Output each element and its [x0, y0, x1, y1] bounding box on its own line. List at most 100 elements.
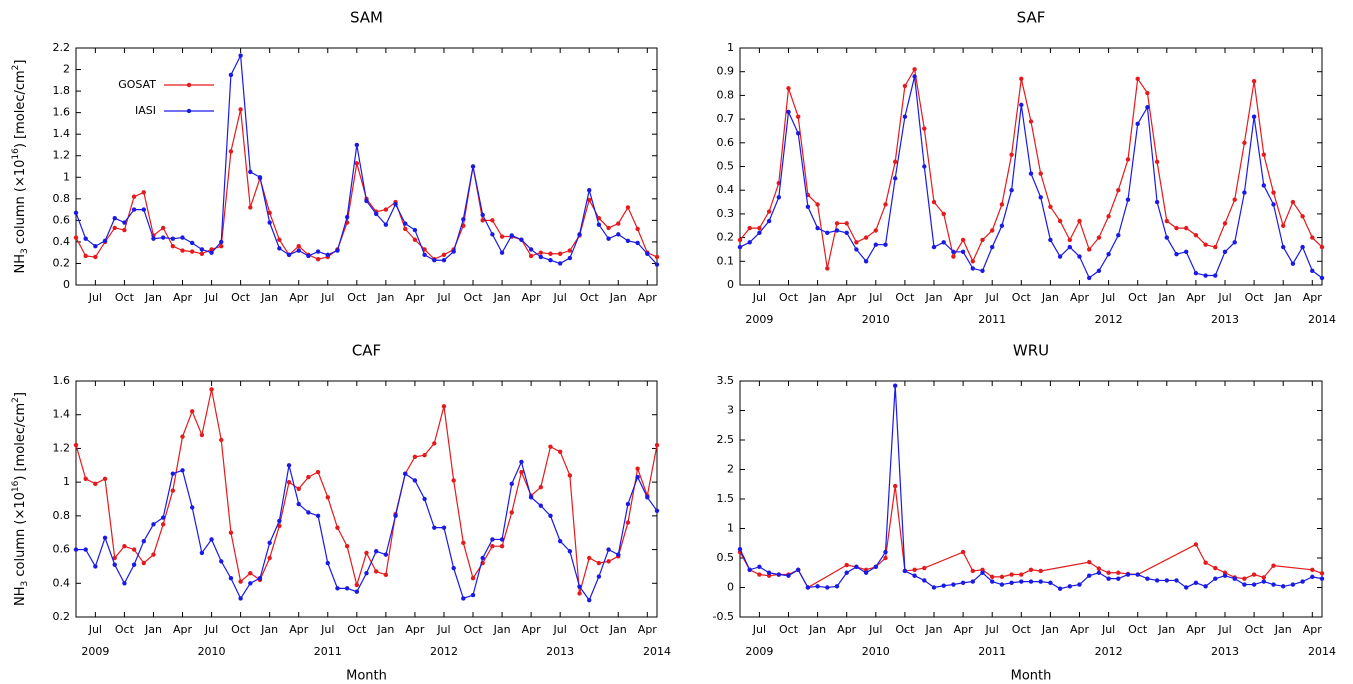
- data-point: [931, 244, 937, 250]
- data-point: [248, 169, 253, 175]
- data-point: [1310, 268, 1315, 273]
- data-point: [509, 481, 514, 487]
- data-point: [786, 573, 791, 578]
- data-point: [766, 570, 772, 575]
- data-point: [306, 474, 311, 480]
- data-point: [1261, 575, 1267, 580]
- plot-frame: [75, 47, 658, 286]
- data-point: [538, 250, 543, 255]
- data-point: [267, 540, 272, 546]
- x-tick-label: Jan: [925, 291, 943, 304]
- data-point: [1019, 102, 1024, 108]
- data-point: [1038, 579, 1043, 584]
- data-point: [567, 473, 573, 478]
- x-tick-label: Apr: [289, 623, 309, 636]
- data-point: [499, 250, 505, 255]
- data-point: [815, 202, 820, 207]
- data-point: [335, 586, 340, 591]
- data-point: [1087, 275, 1092, 281]
- data-point: [844, 221, 849, 226]
- data-point: [1184, 249, 1189, 255]
- x-tick-label: Apr: [173, 291, 193, 304]
- y-tick-label: 1: [63, 170, 70, 183]
- y-tick-label: 2: [63, 63, 70, 76]
- data-point: [1174, 251, 1179, 257]
- data-point: [238, 579, 243, 584]
- x-tick-label: Apr: [1303, 291, 1323, 304]
- x-tick-label: Apr: [837, 623, 857, 636]
- data-point: [960, 580, 966, 585]
- data-point: [587, 188, 592, 193]
- data-point: [131, 547, 137, 552]
- data-point: [1251, 582, 1257, 587]
- data-point: [1184, 225, 1189, 231]
- data-point: [199, 251, 205, 256]
- y-tick-label: 1.2: [53, 441, 71, 454]
- data-point: [796, 114, 801, 119]
- data-point: [990, 574, 995, 580]
- data-point: [1135, 76, 1140, 82]
- x-tick-label: Oct: [580, 291, 600, 304]
- data-point: [238, 53, 243, 58]
- data-point: [83, 253, 88, 259]
- y-tick-label: -0.5: [713, 610, 734, 623]
- data-point: [1213, 244, 1218, 250]
- data-point: [1203, 273, 1208, 278]
- data-point: [364, 570, 369, 576]
- data-point: [567, 549, 573, 554]
- data-point: [825, 230, 830, 236]
- data-point: [912, 74, 917, 79]
- year-label: 2012: [1095, 313, 1123, 326]
- data-point: [1193, 580, 1199, 585]
- data-point: [102, 238, 108, 244]
- year-label: 2009: [745, 645, 773, 658]
- y-tick-label: 2.2: [53, 41, 71, 54]
- data-point: [854, 564, 859, 570]
- y-axis-label-part: 3: [20, 248, 30, 254]
- data-point: [373, 569, 379, 574]
- data-point: [160, 522, 166, 527]
- x-tick-label: Oct: [779, 291, 799, 304]
- year-label: 2013: [546, 645, 574, 658]
- data-point: [587, 555, 592, 561]
- year-label: 2009: [745, 313, 773, 326]
- data-point: [606, 547, 611, 552]
- data-point: [1096, 235, 1102, 240]
- data-point: [1222, 249, 1228, 255]
- y-axis-label-part: 16: [11, 480, 21, 492]
- x-tick-label: Jan: [493, 291, 511, 304]
- y-tick-label: 0.3: [717, 207, 735, 220]
- data-point: [548, 444, 553, 449]
- data-point: [219, 244, 224, 249]
- data-point: [1077, 254, 1082, 259]
- data-point: [141, 538, 146, 544]
- data-point: [112, 562, 117, 567]
- data-point: [1300, 579, 1305, 584]
- x-tick-label: Jan: [1041, 291, 1059, 304]
- data-point: [1106, 214, 1111, 219]
- data-point: [1271, 582, 1276, 587]
- data-point: [893, 176, 898, 181]
- data-point: [209, 387, 214, 392]
- year-label: 2013: [1211, 645, 1239, 658]
- x-tick-label: Jan: [609, 623, 627, 636]
- x-tick-label: Jul: [204, 623, 218, 636]
- x-tick-label: Jan: [1274, 291, 1292, 304]
- data-point: [1281, 584, 1286, 589]
- data-point: [373, 549, 379, 554]
- data-point: [354, 582, 360, 588]
- x-tick-label: Oct: [1128, 623, 1148, 636]
- data-point: [344, 214, 350, 220]
- data-point: [160, 225, 166, 231]
- data-point: [383, 572, 389, 578]
- data-point: [1203, 560, 1208, 565]
- y-tick-label: 1.4: [53, 127, 71, 140]
- data-point: [509, 510, 514, 515]
- x-tick-label: Oct: [1128, 291, 1148, 304]
- x-tick-label: Apr: [522, 291, 542, 304]
- data-point: [635, 226, 640, 232]
- data-point: [219, 239, 224, 245]
- data-point: [190, 249, 195, 254]
- data-point: [199, 247, 205, 252]
- x-tick-label: Jul: [204, 291, 218, 304]
